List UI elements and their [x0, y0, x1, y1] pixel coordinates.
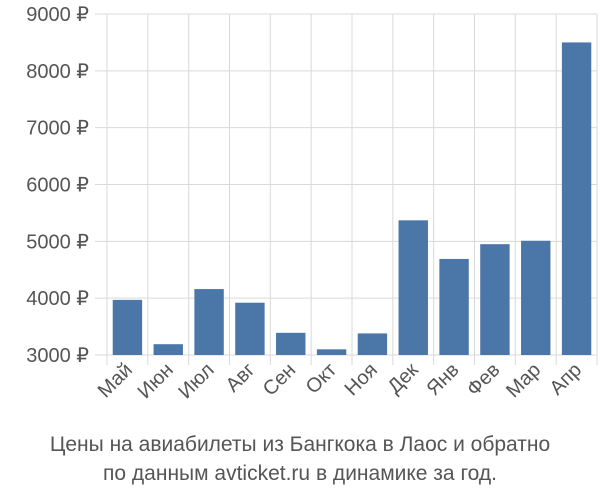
price-bar-chart: 3000 ₽ 4000 ₽ 5000 ₽ 6000 ₽ 7000 ₽ 8000 ₽ 9000…: [26, 4, 598, 403]
bar: [561, 42, 592, 356]
bar: [316, 349, 347, 355]
caption-line-1: Цены на авиабилеты из Бангкока в Лаос и …: [49, 433, 551, 456]
x-tick-label: Сен: [259, 359, 300, 400]
y-tick-label: 5000 ₽: [26, 231, 89, 253]
x-tick-label: Июл: [174, 359, 218, 403]
x-tick-label: Фев: [463, 359, 505, 401]
bar: [480, 244, 510, 355]
x-tick-label: Дек: [384, 359, 423, 398]
x-tick-label: Июн: [134, 359, 178, 403]
x-tick-label: Апр: [546, 359, 587, 400]
x-tick-label: Окт: [302, 359, 341, 398]
bar: [153, 344, 183, 355]
bar: [112, 299, 143, 355]
y-tick-label: 9000 ₽: [26, 4, 89, 26]
y-tick-label: 8000 ₽: [26, 61, 89, 83]
chart-bars: [112, 42, 592, 356]
bar: [235, 302, 265, 355]
bar: [439, 258, 469, 355]
x-tick-label: Мар: [502, 359, 545, 402]
y-axis-ticks: 3000 ₽ 4000 ₽ 5000 ₽ 6000 ₽ 7000 ₽ 8000 ₽ 9000…: [26, 4, 89, 367]
x-tick-label: Авг: [222, 359, 260, 397]
y-tick-label: 6000 ₽: [26, 175, 89, 197]
bar: [521, 240, 551, 355]
bar: [357, 333, 388, 355]
y-tick-label: 3000 ₽: [26, 345, 89, 367]
bar: [276, 332, 306, 355]
x-tick-label: Янв: [423, 359, 464, 400]
chart-grid: [95, 13, 598, 365]
chart-caption: Цены на авиабилеты из Бангкока в Лаос и …: [0, 430, 600, 488]
y-tick-label: 7000 ₽: [26, 118, 89, 140]
bar: [194, 289, 224, 355]
x-tick-label: Ноя: [341, 359, 382, 400]
bar: [398, 220, 428, 355]
caption-line-2: по данным avticket.ru в динамике за год.: [103, 462, 497, 485]
y-tick-label: 4000 ₽: [26, 288, 89, 310]
x-tick-label: Май: [94, 359, 137, 402]
